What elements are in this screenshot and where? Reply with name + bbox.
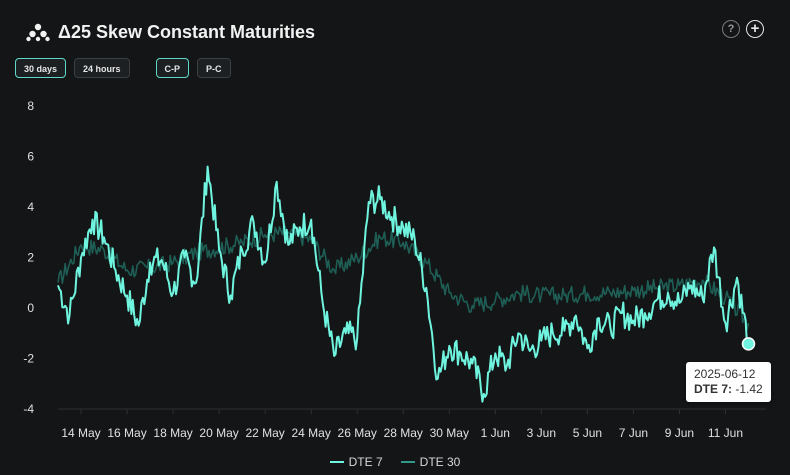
x-tick-label: 1 Jun (481, 426, 510, 440)
legend-swatch-dte-30 (400, 461, 415, 463)
brand-logo-icon (26, 23, 50, 42)
chart-legend: DTE 7 DTE 30 (0, 455, 790, 469)
tooltip-value: -1.42 (735, 382, 763, 396)
range-24-hours-button[interactable]: 24 hours (74, 58, 130, 78)
tooltip-date: 2025-06-12 (694, 367, 756, 381)
x-tick-label: 16 May (107, 426, 146, 440)
x-tick-label: 5 Jun (573, 426, 602, 440)
y-tick-label: 0 (27, 301, 34, 315)
x-tick-label: 9 Jun (665, 426, 694, 440)
chart-title: Δ25 Skew Constant Maturities (58, 21, 316, 42)
legend-label-dte-30: DTE 30 (419, 455, 461, 469)
chart-header: Δ25 Skew Constant Maturities (26, 18, 315, 46)
y-tick-label: -4 (23, 402, 34, 416)
mode-c-p-button[interactable]: C-P (155, 58, 190, 78)
chart-controls: 30 days 24 hours C-P P-C (15, 58, 239, 78)
x-tick-label: 7 Jun (619, 426, 648, 440)
legend-item-dte-7[interactable]: DTE 7 (329, 455, 383, 469)
tooltip-series: DTE 7: (694, 382, 733, 396)
x-tick-label: 24 May (292, 426, 331, 440)
legend-item-dte-30[interactable]: DTE 30 (400, 455, 461, 469)
y-tick-label: 2 (27, 251, 34, 265)
help-icon[interactable]: ? (722, 20, 740, 38)
x-tick-label: 28 May (384, 426, 423, 440)
legend-label-dte-7: DTE 7 (348, 455, 383, 469)
x-tick-label: 18 May (153, 426, 192, 440)
mode-p-c-button[interactable]: P-C (197, 58, 231, 78)
hover-point-marker (741, 337, 756, 351)
series-line-dte-7 (57, 165, 750, 403)
x-tick-label: 26 May (338, 426, 377, 440)
x-tick-label: 14 May (61, 426, 100, 440)
chart-tooltip: 2025-06-12 DTE 7: -1.42 (686, 362, 771, 402)
y-tick-label: 8 (27, 99, 34, 113)
header-actions: ? + (722, 20, 764, 38)
range-30-days-button[interactable]: 30 days (15, 58, 67, 78)
legend-swatch-dte-7 (329, 461, 344, 463)
x-tick-label: 3 Jun (527, 426, 556, 440)
x-tick-label: 22 May (245, 426, 284, 440)
y-tick-label: 6 (27, 150, 34, 164)
add-icon[interactable]: + (746, 20, 764, 38)
series-line-dte-30 (57, 224, 750, 331)
y-tick-label: -2 (23, 352, 34, 366)
x-tick-label: 20 May (199, 426, 238, 440)
y-tick-label: 4 (27, 200, 34, 214)
x-tick-label: 11 Jun (708, 426, 743, 440)
x-tick-label: 30 May (430, 426, 469, 440)
